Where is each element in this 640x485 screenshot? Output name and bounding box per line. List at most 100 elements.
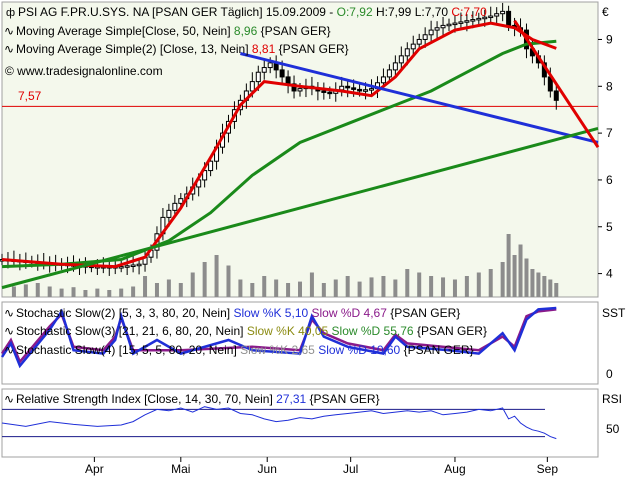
trendline-red[interactable] — [513, 19, 600, 148]
volume-bar — [381, 276, 386, 297]
volume-bar — [333, 279, 338, 297]
stoch3-d: Slow %D 10,60 — [318, 343, 400, 357]
header-date: 15.09.2009 — [266, 5, 326, 19]
volume-bar — [47, 286, 52, 297]
volume-bar — [59, 288, 64, 297]
candle-body — [386, 69, 392, 78]
volume-bar — [542, 276, 547, 297]
candle-body — [452, 22, 458, 26]
candle-body — [130, 264, 136, 268]
rsi-value: 27,31 — [276, 392, 306, 406]
ma13-source: {PSAN GER} — [279, 42, 349, 56]
volume-bar — [119, 288, 124, 297]
candle-body — [369, 88, 375, 91]
stoch3-k: Slow %K 2,65 — [240, 343, 315, 357]
volume-bar — [524, 258, 529, 297]
instrument-title: PSI AG F.PR.U.SYS. NA [PSAN GER Täglich] — [18, 5, 263, 19]
stoch2-d: Slow %D 55,76 — [332, 324, 414, 338]
volume-bar — [95, 288, 100, 297]
candle-body — [136, 263, 142, 267]
candle-body — [357, 88, 363, 92]
candle-body — [482, 16, 488, 20]
svg-text:Stochastic Slow(3) [21, 21, 6,: Stochastic Slow(3) [21, 21, 6, 80, 20, N… — [16, 324, 487, 338]
candle-body — [464, 20, 470, 23]
volume-bar — [35, 283, 40, 297]
candle-body — [261, 67, 267, 73]
trendline-blue[interactable] — [240, 52, 599, 144]
rsi-y-tick: 50 — [606, 422, 620, 436]
volume-bar — [131, 286, 136, 297]
volume-bar — [23, 284, 28, 297]
stoch2-k: Slow %K 40,05 — [247, 324, 329, 338]
candle-body — [345, 85, 351, 89]
currency-label: € — [602, 5, 609, 19]
stochastic-k-line — [0, 306, 557, 369]
volume-bar — [452, 279, 457, 297]
trendlines[interactable] — [1, 19, 600, 290]
time-axis-label: Aug — [444, 462, 465, 476]
candle-body — [339, 85, 345, 91]
moving-average-13-line — [1, 21, 557, 269]
ma13-label: Moving Average Simple(2) [Close, 13, Nei… — [16, 42, 249, 56]
candle-body — [416, 38, 422, 45]
stoch1-d: Slow %D 4,67 — [312, 306, 388, 320]
main-plot-area[interactable] — [1, 1, 599, 298]
candle-body — [404, 48, 410, 57]
rsi-title: RSI — [602, 392, 622, 406]
candle-body — [380, 76, 386, 84]
volume-bar — [530, 269, 535, 297]
volume-bar — [298, 281, 302, 297]
volume-bar — [506, 234, 511, 297]
candle-body — [470, 19, 476, 22]
time-axis-label: Mai — [171, 462, 190, 476]
candle-body — [291, 83, 297, 92]
candle-body — [124, 265, 130, 268]
rsi-line — [1, 406, 557, 440]
candlestick-icon[interactable]: ф — [6, 7, 15, 19]
candle-body — [321, 90, 327, 93]
indicator-icon[interactable]: ∿ — [4, 392, 14, 406]
stoch3-source: {PSAN GER} — [404, 343, 474, 357]
candle-body — [363, 89, 369, 92]
candle-body — [446, 23, 452, 27]
volume-bar — [321, 283, 326, 297]
stoch1-source: {PSAN GER} — [390, 306, 460, 320]
header-high: H:7,99 — [376, 5, 412, 19]
price-axis-tick-label: 6 — [606, 173, 613, 187]
volume-bar — [554, 283, 559, 297]
volume-bar — [536, 272, 541, 297]
rsi-plot-area[interactable] — [1, 388, 599, 458]
volume-bar — [202, 262, 207, 297]
svg-text:PSI AG F.PR.U.SYS. NA [PSAN GE: PSI AG F.PR.U.SYS. NA [PSAN GER Täglich]… — [18, 5, 487, 19]
trendline-green[interactable] — [1, 126, 599, 290]
volume-bar — [441, 277, 446, 297]
candle-body — [118, 266, 124, 269]
volume-bar — [178, 283, 183, 297]
indicator-icon[interactable]: ∿ — [4, 343, 14, 357]
stochastic-plot-area[interactable] — [1, 301, 599, 385]
ma50-source: {PSAN GER} — [261, 24, 331, 38]
stoch1-k: Slow %K 5,10 — [233, 306, 308, 320]
volume-bar — [83, 290, 88, 297]
candle-body — [351, 87, 357, 90]
candle-body — [398, 55, 404, 64]
indicator-icon[interactable]: ∿ — [4, 24, 14, 38]
stochastic-header: ∿ Stochastic Slow(2) [5, 3, 3, 80, 20, N… — [4, 306, 626, 381]
candle-body — [267, 62, 273, 69]
volume-bar — [357, 281, 362, 297]
volume-bar — [464, 276, 469, 297]
candle-body — [166, 209, 172, 218]
volume-bar — [369, 277, 374, 297]
indicator-icon[interactable]: ∿ — [4, 306, 14, 320]
candle-body — [500, 10, 506, 15]
volume-bar — [71, 287, 76, 297]
candle-body — [458, 21, 464, 24]
candle-body — [327, 91, 333, 95]
candle-body — [202, 170, 208, 181]
indicator-icon[interactable]: ∿ — [4, 42, 14, 56]
indicator-icon[interactable]: ∿ — [4, 324, 14, 338]
svg-text:Moving Average Simple(2) [Clos: Moving Average Simple(2) [Close, 13, Nei… — [16, 42, 349, 56]
volume-bar — [518, 244, 523, 297]
